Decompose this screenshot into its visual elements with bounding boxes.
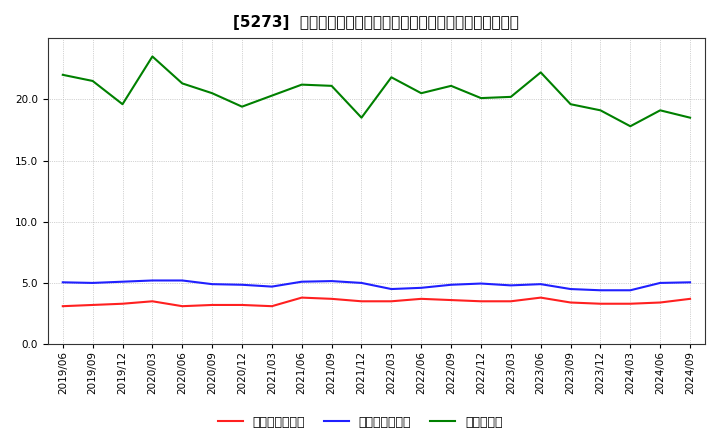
Line: 在庫回転率: 在庫回転率 xyxy=(63,56,690,126)
在庫回転率 xyxy=(507,94,516,99)
買入債務回転率 xyxy=(656,280,665,286)
買入債務回転率 xyxy=(685,280,694,285)
売上債権回転率 xyxy=(477,299,485,304)
売上債権回転率 xyxy=(89,302,97,308)
買入債務回転率 xyxy=(596,288,605,293)
売上債権回転率 xyxy=(118,301,127,306)
在庫回転率 xyxy=(118,102,127,107)
買入債務回転率 xyxy=(477,281,485,286)
売上債権回転率 xyxy=(268,304,276,309)
在庫回転率 xyxy=(357,115,366,120)
在庫回転率 xyxy=(58,72,67,77)
在庫回転率 xyxy=(685,115,694,120)
売上債権回転率 xyxy=(566,300,575,305)
売上債権回転率 xyxy=(328,296,336,301)
売上債権回転率 xyxy=(148,299,157,304)
売上債権回転率 xyxy=(685,296,694,301)
在庫回転率 xyxy=(89,78,97,84)
買入債務回転率 xyxy=(328,279,336,284)
売上債権回転率 xyxy=(536,295,545,300)
在庫回転率 xyxy=(268,93,276,98)
売上債権回転率 xyxy=(238,302,246,308)
売上債権回転率 xyxy=(656,300,665,305)
買入債務回転率 xyxy=(118,279,127,284)
在庫回転率 xyxy=(208,91,217,96)
売上債権回転率 xyxy=(297,295,306,300)
売上債権回転率 xyxy=(447,297,456,303)
買入債務回転率 xyxy=(447,282,456,287)
在庫回転率 xyxy=(417,91,426,96)
在庫回転率 xyxy=(387,75,396,80)
在庫回転率 xyxy=(148,54,157,59)
在庫回転率 xyxy=(447,83,456,88)
買入債務回転率 xyxy=(507,283,516,288)
在庫回転率 xyxy=(238,104,246,109)
Legend: 売上債権回転率, 買入債務回転率, 在庫回転率: 売上債権回転率, 買入債務回転率, 在庫回転率 xyxy=(212,411,508,434)
売上債権回転率 xyxy=(58,304,67,309)
在庫回転率 xyxy=(536,70,545,75)
買入債務回転率 xyxy=(297,279,306,284)
在庫回転率 xyxy=(477,95,485,101)
Title: [5273]  売上債権回転率、買入債務回転率、在庫回転率の推移: [5273] 売上債権回転率、買入債務回転率、在庫回転率の推移 xyxy=(233,15,519,30)
Line: 売上債権回転率: 売上債権回転率 xyxy=(63,297,690,306)
売上債権回転率 xyxy=(208,302,217,308)
在庫回転率 xyxy=(178,81,186,86)
買入債務回転率 xyxy=(148,278,157,283)
売上債権回転率 xyxy=(178,304,186,309)
在庫回転率 xyxy=(626,124,634,129)
買入債務回転率 xyxy=(58,280,67,285)
買入債務回転率 xyxy=(357,280,366,286)
買入債務回転率 xyxy=(417,285,426,290)
在庫回転率 xyxy=(596,108,605,113)
売上債権回転率 xyxy=(507,299,516,304)
在庫回転率 xyxy=(297,82,306,87)
買入債務回転率 xyxy=(626,288,634,293)
買入債務回転率 xyxy=(238,282,246,287)
売上債権回転率 xyxy=(626,301,634,306)
買入債務回転率 xyxy=(268,284,276,289)
買入債務回転率 xyxy=(566,286,575,292)
売上債権回転率 xyxy=(417,296,426,301)
買入債務回転率 xyxy=(89,280,97,286)
買入債務回転率 xyxy=(387,286,396,292)
在庫回転率 xyxy=(656,108,665,113)
買入債務回転率 xyxy=(536,282,545,287)
在庫回転率 xyxy=(566,102,575,107)
売上債権回転率 xyxy=(596,301,605,306)
買入債務回転率 xyxy=(178,278,186,283)
売上債権回転率 xyxy=(387,299,396,304)
在庫回転率 xyxy=(328,83,336,88)
売上債権回転率 xyxy=(357,299,366,304)
Line: 買入債務回転率: 買入債務回転率 xyxy=(63,280,690,290)
買入債務回転率 xyxy=(208,282,217,287)
